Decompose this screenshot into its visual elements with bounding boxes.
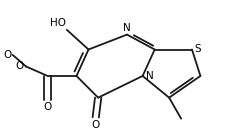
Text: O: O [16,61,24,71]
Text: O: O [44,102,52,112]
Text: N: N [123,23,131,33]
Text: O: O [92,120,100,130]
Text: N: N [146,71,154,81]
Text: O: O [3,50,12,60]
Text: S: S [195,44,202,54]
Text: HO: HO [50,18,66,28]
